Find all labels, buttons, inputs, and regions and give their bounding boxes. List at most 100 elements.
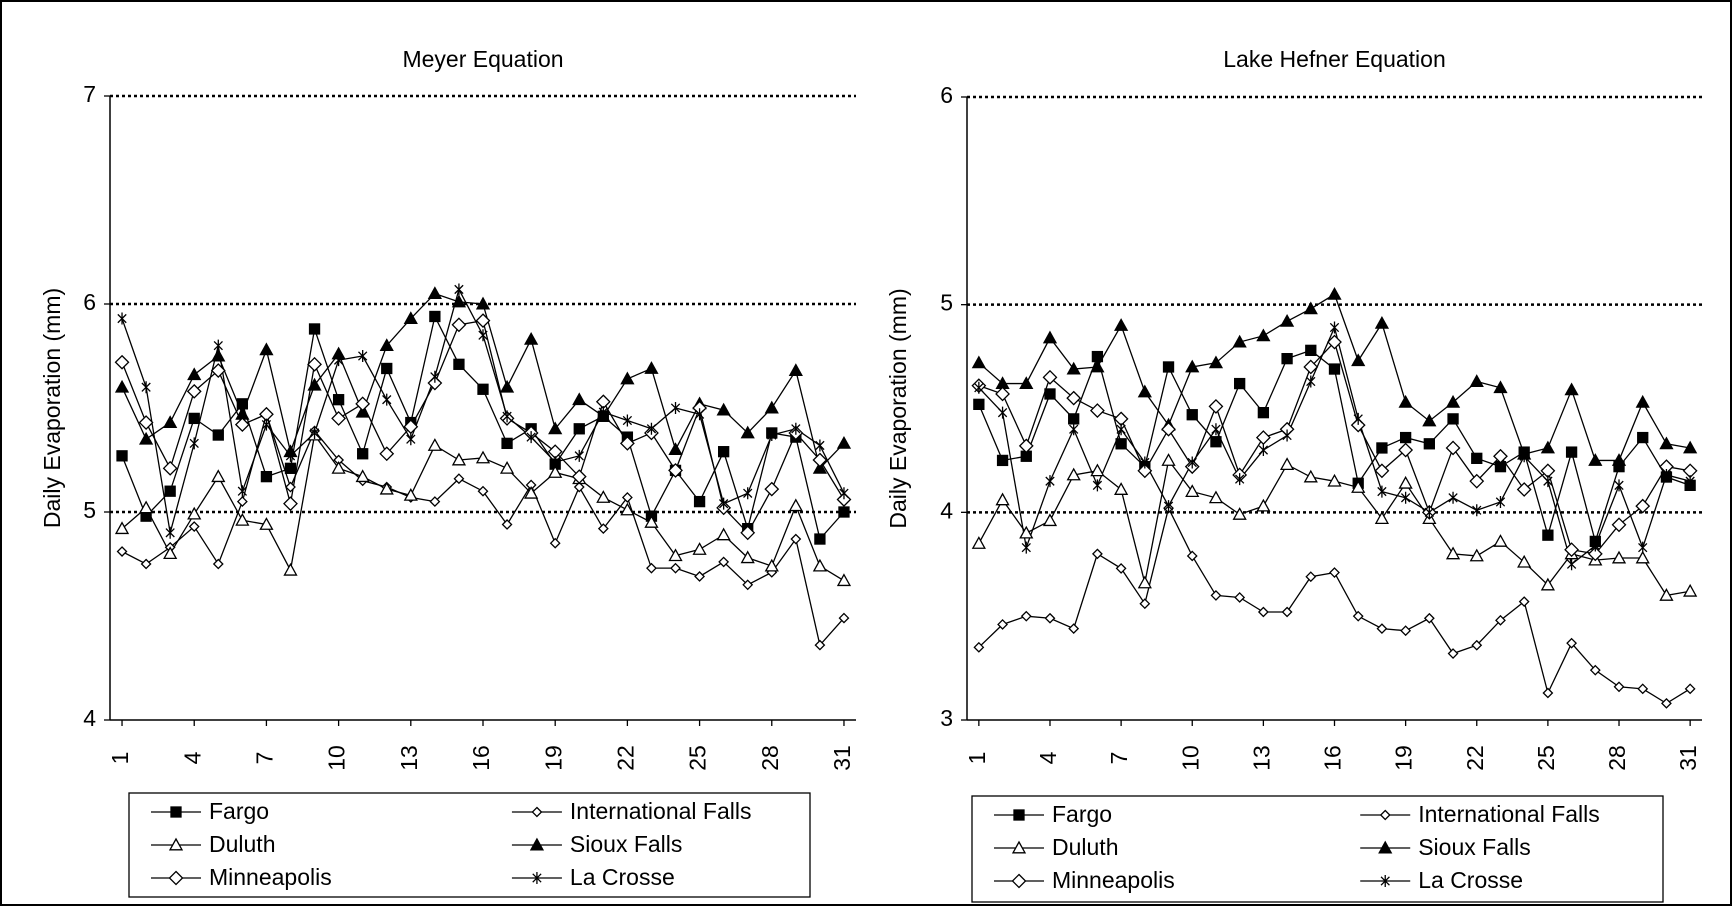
marker <box>743 487 753 500</box>
marker <box>668 548 683 562</box>
legend-marker <box>532 872 542 884</box>
marker <box>261 418 272 431</box>
marker <box>573 423 585 435</box>
marker <box>791 422 801 435</box>
marker <box>1187 456 1197 469</box>
marker <box>836 573 852 587</box>
marker <box>1305 571 1317 583</box>
legend-label: Fargo <box>209 798 269 824</box>
marker <box>1566 558 1577 571</box>
marker <box>1445 546 1461 560</box>
legend-label: International Falls <box>1418 801 1600 827</box>
marker <box>1659 588 1674 601</box>
marker <box>187 367 202 381</box>
marker <box>141 381 151 394</box>
marker <box>331 410 347 426</box>
marker <box>1516 482 1532 497</box>
x-tick-label: 1 <box>107 752 133 765</box>
marker <box>454 283 464 296</box>
legend-label: Duluth <box>209 831 275 857</box>
marker <box>1376 623 1388 635</box>
marker <box>1161 453 1176 466</box>
x-tick-label: 28 <box>1604 745 1630 771</box>
marker <box>1471 639 1483 651</box>
marker <box>1208 399 1224 414</box>
marker <box>1540 577 1555 591</box>
marker <box>1587 546 1603 562</box>
y-tick-label: 5 <box>83 497 96 523</box>
legend-box <box>128 792 811 898</box>
marker <box>379 481 394 495</box>
marker <box>162 460 178 476</box>
marker <box>716 402 731 416</box>
legend-box <box>971 795 1664 903</box>
marker <box>646 422 657 435</box>
marker <box>1447 648 1459 659</box>
marker <box>668 462 683 478</box>
marker <box>1211 423 1221 436</box>
marker <box>1042 330 1058 344</box>
marker <box>1611 453 1627 466</box>
marker <box>189 437 199 450</box>
marker <box>1635 550 1650 564</box>
marker <box>1614 479 1624 492</box>
marker <box>644 515 659 528</box>
y-tick-label: 7 <box>83 81 96 107</box>
marker <box>716 527 731 541</box>
marker <box>694 408 705 421</box>
marker <box>1092 479 1103 492</box>
marker <box>1543 475 1553 488</box>
marker <box>619 435 635 451</box>
marker <box>187 506 202 520</box>
marker <box>574 449 584 462</box>
marker <box>596 490 611 503</box>
marker <box>429 496 441 508</box>
x-tick-label: 4 <box>1035 751 1061 764</box>
x-tick-label: 25 <box>1533 745 1559 771</box>
marker <box>1684 683 1696 695</box>
marker <box>1328 363 1341 375</box>
marker <box>1116 423 1126 436</box>
marker <box>210 363 226 378</box>
marker <box>478 329 488 342</box>
x-tick-label: 16 <box>1320 745 1346 771</box>
marker <box>499 379 515 393</box>
marker <box>1329 321 1340 334</box>
y-tick-label: 6 <box>83 289 96 315</box>
marker <box>973 398 985 410</box>
marker <box>1590 539 1600 552</box>
marker <box>1519 450 1529 463</box>
marker <box>1066 467 1081 481</box>
marker <box>974 381 984 394</box>
marker <box>1044 612 1056 624</box>
marker <box>117 312 127 325</box>
marker <box>740 425 755 439</box>
y-tick-label: 6 <box>940 82 953 108</box>
marker <box>116 546 128 557</box>
x-tick-label: 1 <box>964 752 990 765</box>
marker <box>1303 359 1319 375</box>
marker <box>140 558 152 570</box>
marker <box>1564 542 1580 558</box>
marker <box>1186 409 1198 421</box>
marker <box>308 323 321 335</box>
marker <box>1517 554 1532 568</box>
marker <box>668 442 683 456</box>
marker <box>1089 403 1105 418</box>
marker <box>1637 431 1649 444</box>
marker <box>1281 353 1293 365</box>
marker <box>451 317 467 333</box>
marker <box>1353 412 1363 425</box>
marker <box>573 481 585 493</box>
marker <box>477 485 489 497</box>
marker <box>259 342 274 356</box>
marker <box>1305 344 1317 357</box>
y-tick-label: 4 <box>83 705 96 731</box>
marker <box>1018 438 1034 454</box>
marker <box>1469 473 1485 489</box>
x-tick-label: 31 <box>1675 745 1701 771</box>
marker <box>188 412 200 425</box>
marker <box>430 370 440 383</box>
marker <box>1019 525 1034 539</box>
marker <box>1281 606 1293 618</box>
